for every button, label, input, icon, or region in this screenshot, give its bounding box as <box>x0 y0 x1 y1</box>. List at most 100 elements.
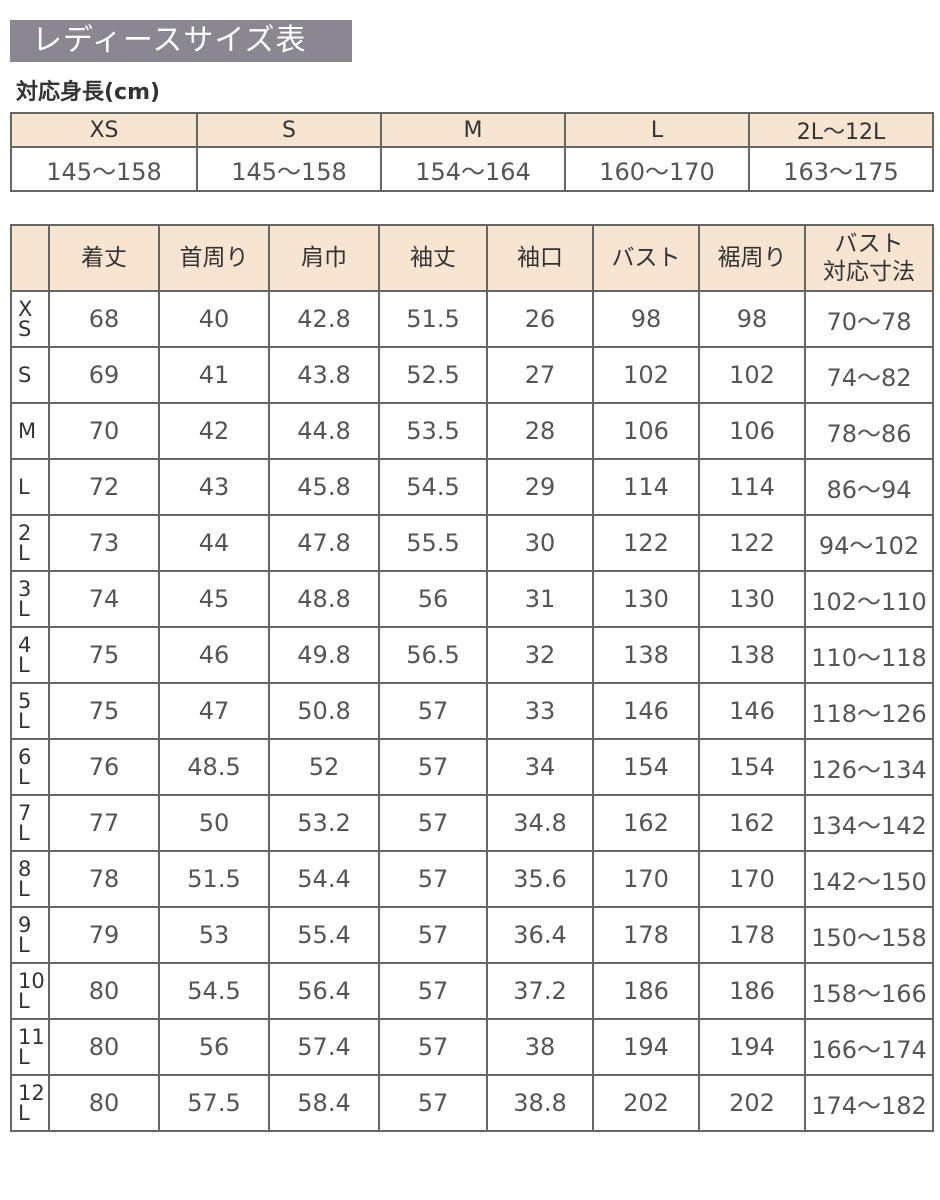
value-cell: 40 <box>158 290 270 348</box>
size-label-cell: 11 L <box>10 1018 50 1076</box>
value-cell: 57 <box>378 906 488 964</box>
value-cell: 79 <box>48 906 160 964</box>
value-cell: 31 <box>486 570 594 628</box>
value-cell: 42 <box>158 402 270 460</box>
column-header: 袖丈 <box>378 224 488 292</box>
size-label-part: S <box>18 317 32 341</box>
table-row: 12 L 80 57.5 58.4 57 38.8 202 202 174〜182 <box>10 1074 934 1132</box>
size-label-part: L <box>18 989 30 1013</box>
column-header-line: バスト <box>834 231 904 257</box>
size-header: L <box>564 112 750 148</box>
value-cell: 170 <box>592 850 700 908</box>
column-header: 裾周り <box>698 224 806 292</box>
value-cell: 170 <box>698 850 806 908</box>
value-cell: 80 <box>48 962 160 1020</box>
table-row: 5 L 75 47 50.8 57 33 146 146 118〜126 <box>10 682 934 740</box>
value-cell: 126〜134 <box>804 738 934 796</box>
value-cell: 98 <box>592 290 700 348</box>
value-cell: 52 <box>268 738 380 796</box>
value-cell: 138 <box>592 626 700 684</box>
value-cell: 70〜78 <box>804 290 934 348</box>
size-table: 着丈 首周り 肩巾 袖丈 袖口 バスト 裾周り バスト 対応寸法 X S 68 40 42.8 51.5 2… <box>10 224 934 1132</box>
height-table: XS S M L 2L〜12L 145〜158 145〜158 154〜164 160〜170… <box>10 112 934 192</box>
value-cell: 138 <box>698 626 806 684</box>
value-cell: 202 <box>698 1074 806 1132</box>
value-cell: 150〜158 <box>804 906 934 964</box>
height-section-label: 対応身長(cm) <box>16 80 161 105</box>
value-cell: 44.8 <box>268 402 380 460</box>
value-cell: 53.2 <box>268 794 380 852</box>
value-cell: 47.8 <box>268 514 380 572</box>
size-label-part: L <box>18 597 30 621</box>
value-cell: 146 <box>592 682 700 740</box>
value-cell: 29 <box>486 458 594 516</box>
value-cell: 80 <box>48 1074 160 1132</box>
value-cell: 134〜142 <box>804 794 934 852</box>
size-header: M <box>380 112 566 148</box>
value-cell: 56.5 <box>378 626 488 684</box>
value-cell: 86〜94 <box>804 458 934 516</box>
height-range-cell: 160〜170 <box>564 146 750 192</box>
value-cell: 194 <box>592 1018 700 1076</box>
value-cell: 57 <box>378 1018 488 1076</box>
value-cell: 158〜166 <box>804 962 934 1020</box>
value-cell: 35.6 <box>486 850 594 908</box>
size-label-part: L <box>18 709 30 733</box>
value-cell: 55.4 <box>268 906 380 964</box>
size-header: S <box>196 112 382 148</box>
value-cell: 106 <box>592 402 700 460</box>
table-row: 4 L 75 46 49.8 56.5 32 138 138 110〜118 <box>10 626 934 684</box>
value-cell: 178 <box>592 906 700 964</box>
value-cell: 58.4 <box>268 1074 380 1132</box>
size-label-cell: M <box>10 402 50 460</box>
value-cell: 43 <box>158 458 270 516</box>
column-header-line: 対応寸法 <box>823 259 915 285</box>
value-cell: 102 <box>698 346 806 404</box>
value-cell: 94〜102 <box>804 514 934 572</box>
value-cell: 78 <box>48 850 160 908</box>
height-range-cell: 154〜164 <box>380 146 566 192</box>
size-header: 2L〜12L <box>748 112 934 148</box>
value-cell: 32 <box>486 626 594 684</box>
table-row: L 72 43 45.8 54.5 29 114 114 86〜94 <box>10 458 934 516</box>
value-cell: 41 <box>158 346 270 404</box>
value-cell: 106 <box>698 402 806 460</box>
value-cell: 38.8 <box>486 1074 594 1132</box>
value-cell: 53 <box>158 906 270 964</box>
height-table-header: XS S M L 2L〜12L <box>10 112 934 148</box>
size-label-part: L <box>18 933 30 957</box>
size-label-part: L <box>18 765 30 789</box>
value-cell: 52.5 <box>378 346 488 404</box>
value-cell: 36.4 <box>486 906 594 964</box>
table-row: 6 L 76 48.5 52 57 34 154 154 126〜134 <box>10 738 934 796</box>
value-cell: 49.8 <box>268 626 380 684</box>
value-cell: 130 <box>592 570 700 628</box>
value-cell: 154 <box>592 738 700 796</box>
table-row: 9 L 79 53 55.4 57 36.4 178 178 150〜158 <box>10 906 934 964</box>
value-cell: 48.8 <box>268 570 380 628</box>
value-cell: 51.5 <box>378 290 488 348</box>
column-header: 着丈 <box>48 224 160 292</box>
value-cell: 69 <box>48 346 160 404</box>
value-cell: 56 <box>378 570 488 628</box>
value-cell: 57 <box>378 682 488 740</box>
value-cell: 45.8 <box>268 458 380 516</box>
height-range-cell: 163〜175 <box>748 146 934 192</box>
value-cell: 122 <box>698 514 806 572</box>
value-cell: 57 <box>378 850 488 908</box>
value-cell: 77 <box>48 794 160 852</box>
value-cell: 75 <box>48 682 160 740</box>
value-cell: 74 <box>48 570 160 628</box>
value-cell: 57.5 <box>158 1074 270 1132</box>
value-cell: 80 <box>48 1018 160 1076</box>
value-cell: 118〜126 <box>804 682 934 740</box>
size-label-part: L <box>18 653 30 677</box>
value-cell: 98 <box>698 290 806 348</box>
value-cell: 78〜86 <box>804 402 934 460</box>
size-label-part: L <box>18 877 30 901</box>
value-cell: 73 <box>48 514 160 572</box>
